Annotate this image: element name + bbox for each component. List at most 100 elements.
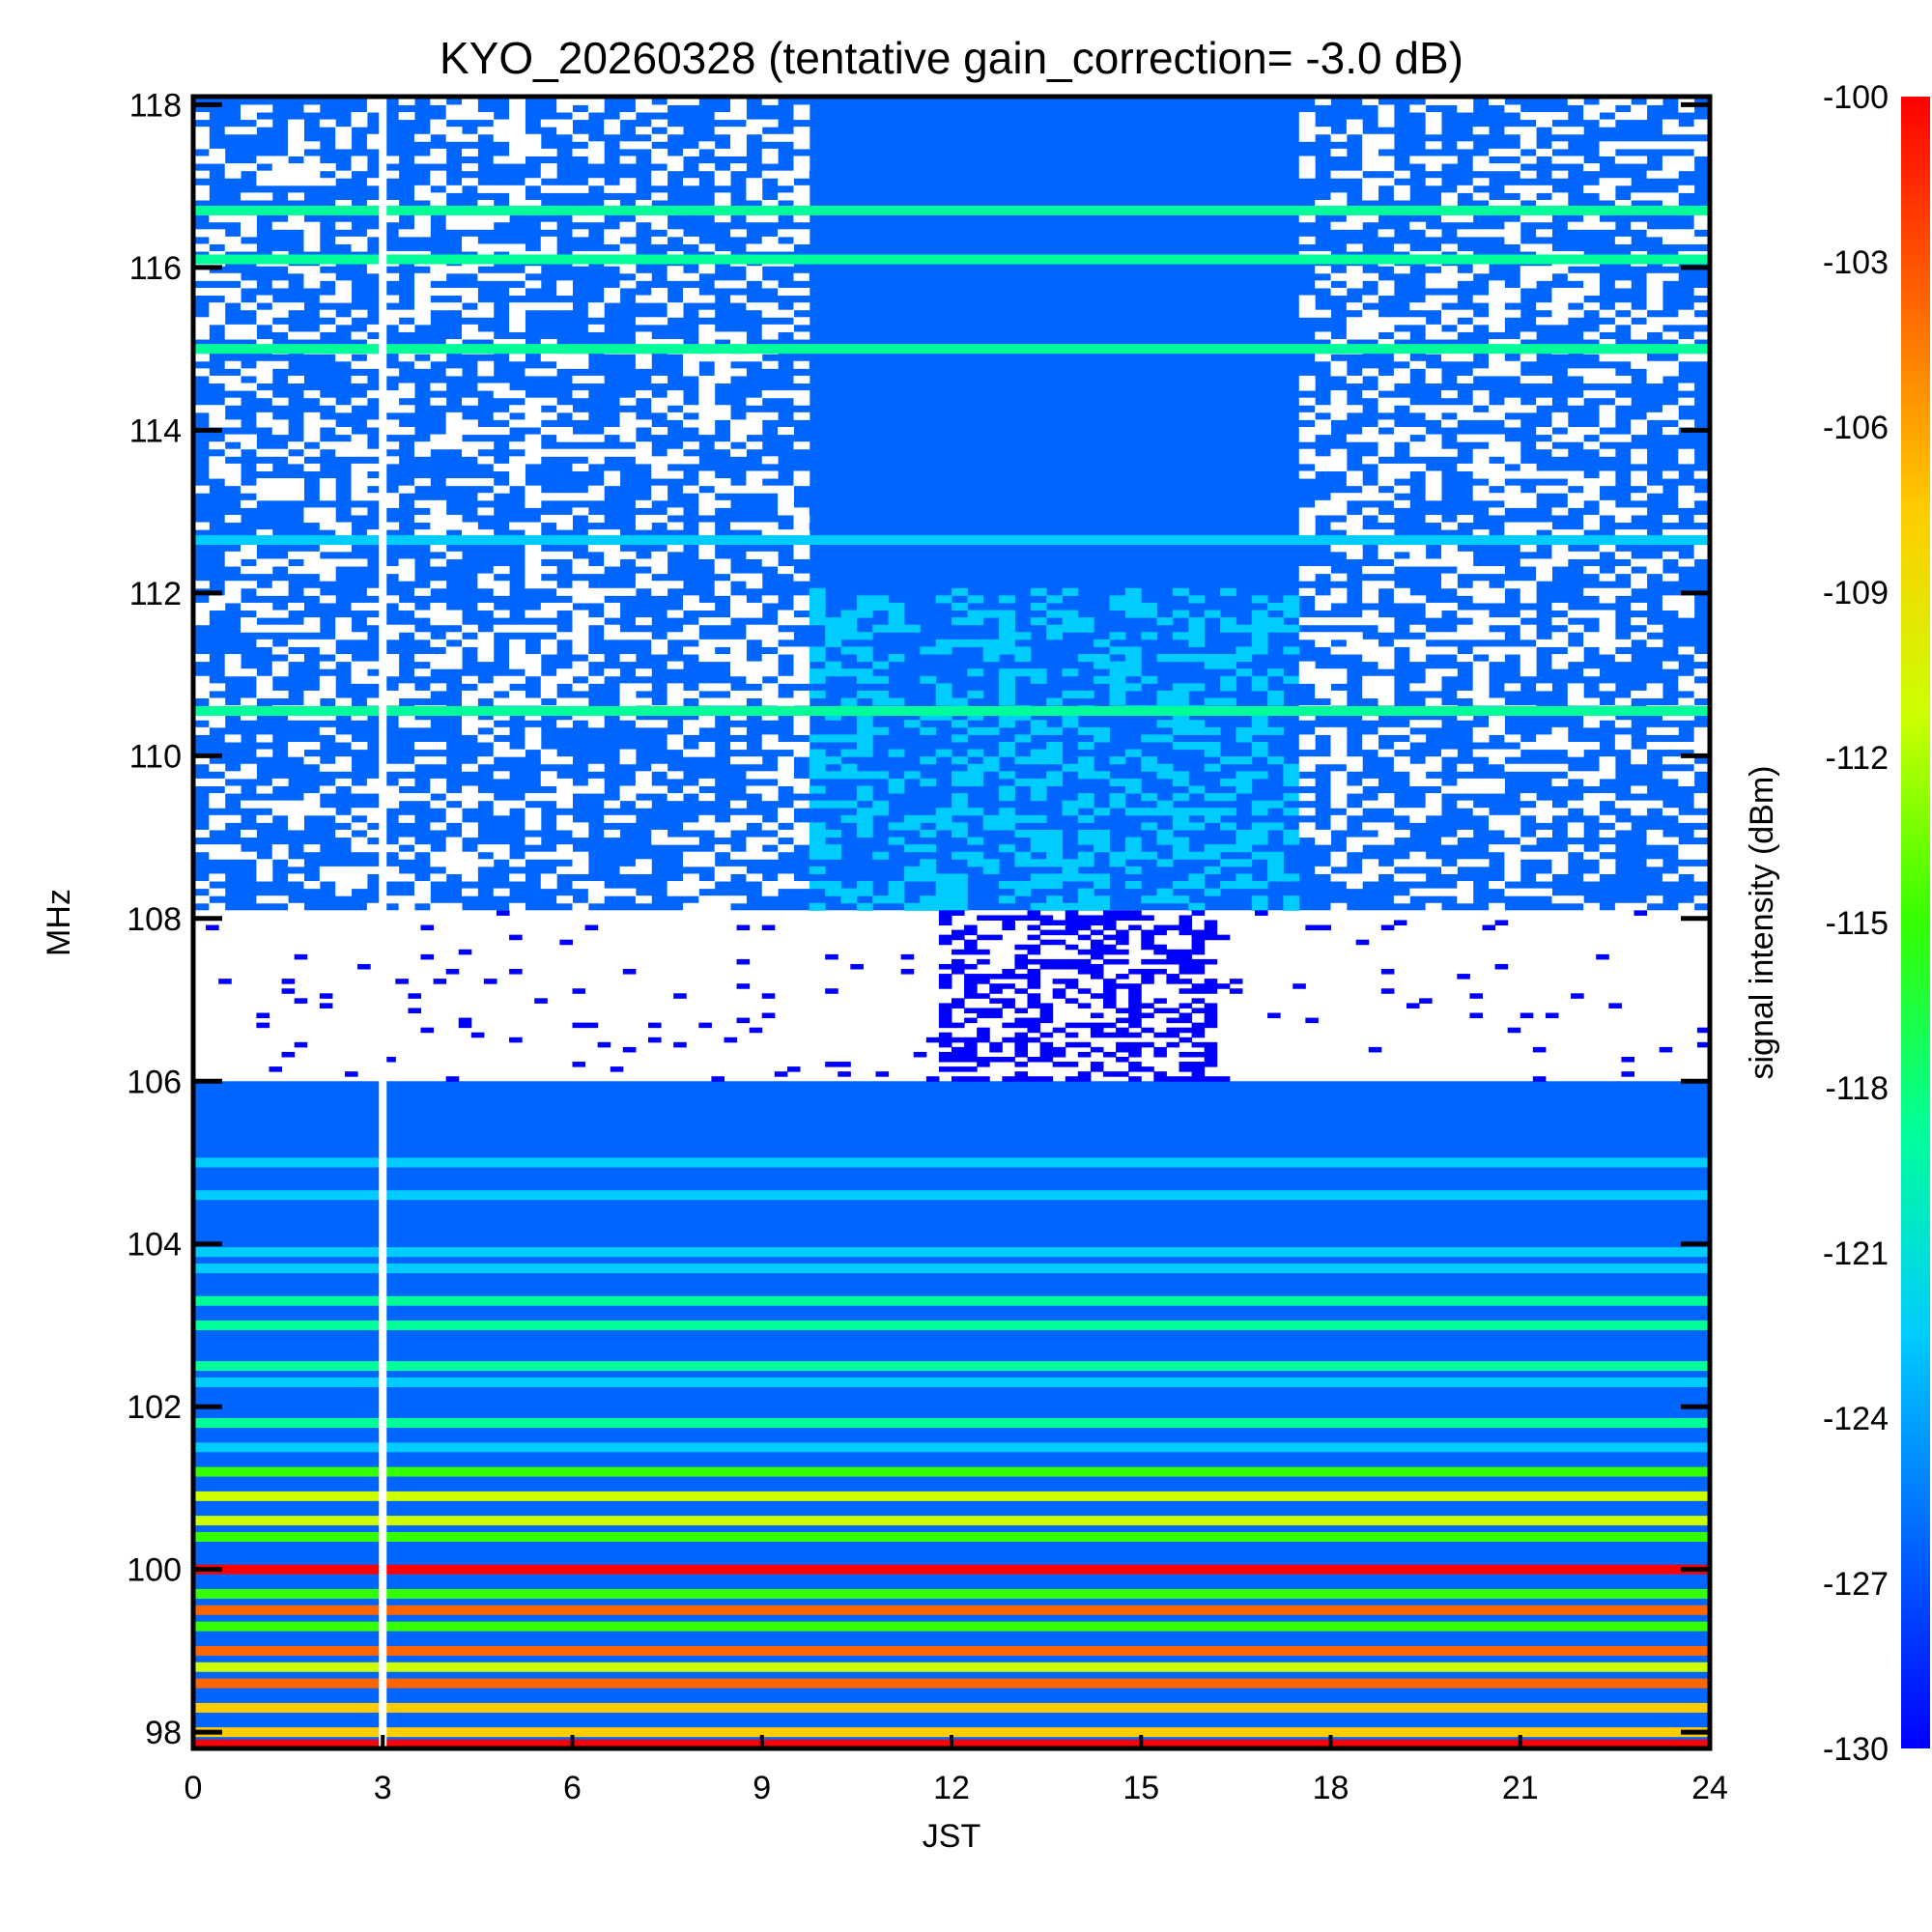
- heatmap-cell: [1457, 558, 1474, 567]
- heatmap-cell: [1693, 741, 1710, 751]
- heatmap-cell: [477, 646, 495, 655]
- heatmap-cell: [809, 756, 826, 765]
- heatmap-cell: [682, 785, 699, 794]
- heatmap-cell: [509, 690, 526, 699]
- heatmap-cell: [1077, 771, 1094, 780]
- heatmap-cell: [1236, 734, 1253, 743]
- heatmap-cell: [351, 163, 368, 172]
- heatmap-cell: [335, 221, 353, 230]
- heatmap-cell: [525, 529, 542, 538]
- heatmap-cell: [793, 785, 810, 794]
- heatmap-cell: [540, 302, 557, 311]
- heatmap-cell: [604, 814, 621, 823]
- heatmap-cell: [682, 595, 699, 604]
- heatmap-cell: [398, 720, 415, 728]
- heatmap-cell: [1141, 127, 1158, 135]
- heatmap-cell: [1188, 624, 1206, 633]
- heatmap-cell: [1030, 587, 1047, 596]
- heatmap-cell: [761, 156, 779, 164]
- heatmap-cell: [920, 895, 937, 904]
- heatmap-cell: [635, 214, 652, 223]
- heatmap-cell: [445, 266, 463, 274]
- heatmap-cell: [193, 610, 210, 618]
- heatmap-cell: [999, 448, 1015, 457]
- heatmap-cell: [1267, 243, 1284, 252]
- heatmap-cell: [1425, 632, 1442, 640]
- heatmap-cell: [366, 419, 384, 428]
- heatmap-cell: [1027, 1022, 1041, 1029]
- heatmap-cell: [556, 119, 573, 128]
- heatmap-cell: [698, 778, 716, 786]
- heatmap-cell: [540, 427, 557, 436]
- heatmap-cell: [900, 969, 915, 975]
- heatmap-cell: [619, 427, 637, 436]
- heatmap-cell: [509, 934, 523, 941]
- heatmap-cell: [1027, 958, 1041, 965]
- heatmap-cell: [1027, 924, 1041, 931]
- heatmap-cell: [1631, 617, 1648, 626]
- heatmap-cell: [619, 280, 637, 289]
- heatmap-area: [193, 97, 1710, 1748]
- heatmap-cell: [1298, 632, 1316, 640]
- heatmap-cell: [619, 697, 637, 706]
- heatmap-cell: [714, 654, 731, 663]
- heatmap-cell: [398, 793, 415, 802]
- heatmap-cell: [1378, 397, 1395, 406]
- heatmap-cell: [1457, 434, 1474, 442]
- heatmap-cell: [888, 895, 905, 904]
- heatmap-cell: [1614, 97, 1632, 105]
- heatmap-cell: [888, 624, 905, 633]
- heatmap-cell: [462, 639, 478, 647]
- heatmap-cell: [587, 485, 605, 494]
- heatmap-cell: [840, 771, 858, 780]
- heatmap-cell: [1440, 837, 1458, 845]
- heatmap-cell: [1027, 1037, 1041, 1043]
- heatmap-cell: [1330, 859, 1348, 867]
- heatmap-cell: [1631, 448, 1648, 457]
- heatmap-cell: [477, 360, 495, 369]
- heatmap-cell: [1393, 427, 1410, 436]
- heatmap-cell: [383, 214, 400, 223]
- heatmap-cell: [935, 902, 952, 911]
- heatmap-cell: [1520, 141, 1537, 150]
- heatmap-cell: [413, 888, 431, 896]
- heatmap-cell: [856, 726, 873, 735]
- heatmap-cell: [1027, 1056, 1041, 1063]
- heatmap-cell: [714, 148, 731, 156]
- heatmap-cell: [825, 888, 842, 896]
- heatmap-cell: [1378, 112, 1395, 121]
- heatmap-cell: [413, 192, 431, 201]
- heatmap-cell: [667, 456, 684, 465]
- heatmap-cell: [1014, 963, 1028, 970]
- heatmap-cell: [224, 587, 242, 596]
- heatmap-cell: [952, 800, 968, 809]
- heatmap-cell: [825, 617, 842, 626]
- heatmap-cell: [398, 624, 415, 633]
- heatmap-cell: [682, 822, 699, 831]
- heatmap-cell: [1153, 929, 1167, 936]
- heatmap-cell: [193, 617, 210, 626]
- heatmap-cell: [1599, 185, 1616, 193]
- heatmap-cell: [1425, 683, 1442, 692]
- heatmap-cell: [651, 581, 668, 589]
- heatmap-cell: [682, 419, 699, 428]
- heatmap-cell: [1298, 170, 1316, 179]
- heatmap-cell: [1440, 419, 1458, 428]
- heatmap-cell: [1251, 902, 1268, 911]
- heatmap-cell: [1472, 632, 1490, 640]
- heatmap-cell: [1378, 749, 1395, 757]
- heatmap-cell: [761, 529, 779, 538]
- carrier-line: [193, 1678, 1710, 1689]
- heatmap-cell: [572, 661, 589, 669]
- heatmap-cell: [1504, 866, 1521, 874]
- heatmap-cell: [383, 405, 400, 413]
- heatmap-cell: [999, 610, 1015, 618]
- heatmap-cell: [1315, 595, 1331, 604]
- heatmap-cell: [1077, 814, 1094, 823]
- heatmap-cell: [1472, 448, 1490, 457]
- heatmap-cell: [967, 170, 984, 179]
- heatmap-cell: [1662, 170, 1679, 179]
- heatmap-cell: [430, 383, 447, 391]
- heatmap-cell: [525, 441, 542, 450]
- carrier-line: [193, 1531, 1710, 1542]
